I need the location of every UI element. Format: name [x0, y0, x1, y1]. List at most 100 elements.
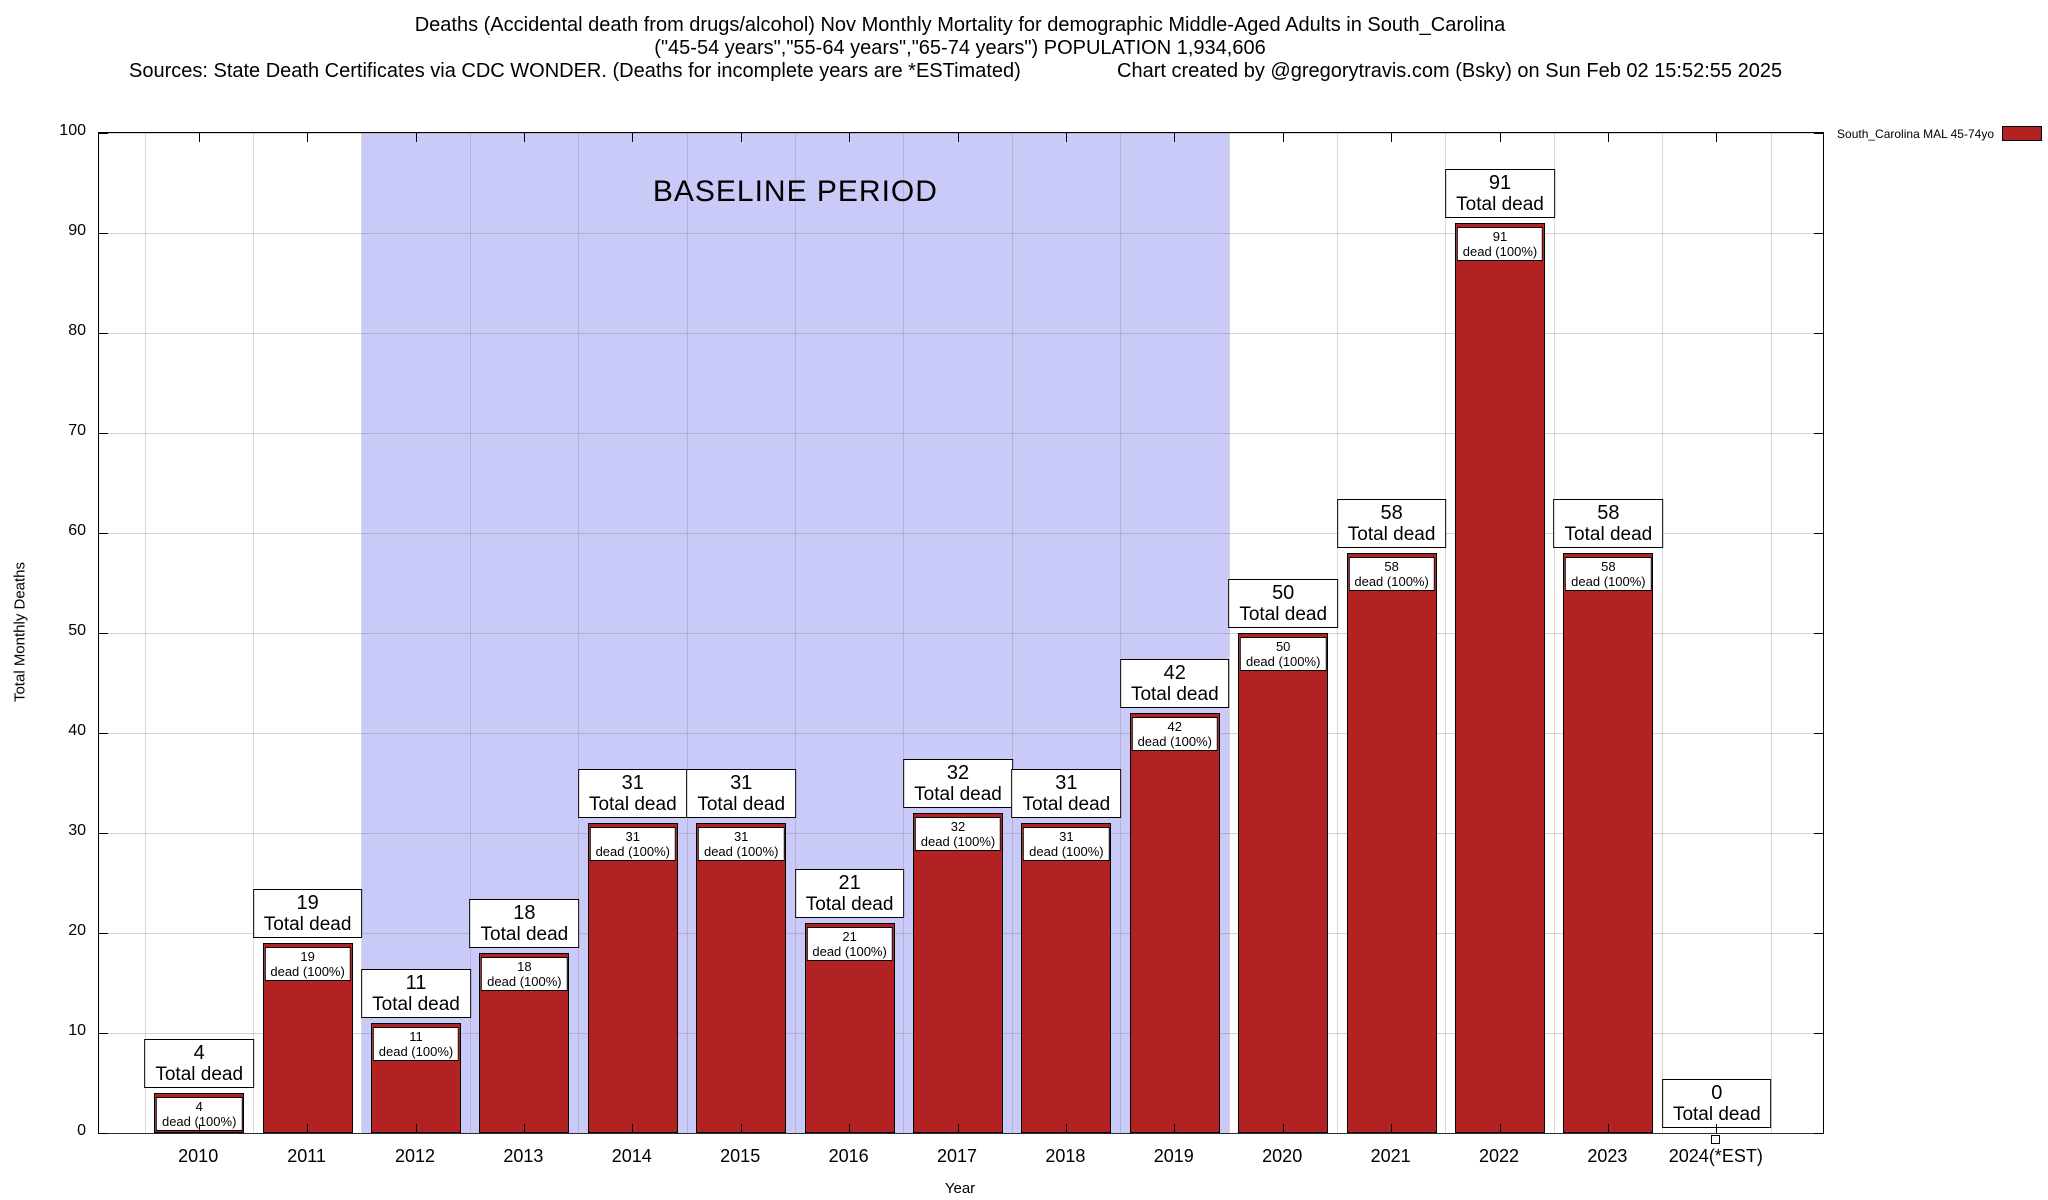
bar-count-label: 31 dead (100%) — [697, 827, 785, 861]
x-axis-tick — [957, 133, 959, 142]
grid-line-v — [1770, 133, 1772, 1133]
y-tick-label: 10 — [68, 1022, 86, 1039]
y-axis-tick — [99, 232, 108, 234]
x-axis-tick — [1282, 133, 1284, 142]
x-axis-tick — [198, 133, 200, 142]
bar-count-label: 42 dead (100%) — [1131, 717, 1219, 751]
bar — [913, 813, 1003, 1133]
x-axis-tick — [1607, 1124, 1609, 1133]
grid-line-v — [361, 133, 363, 1133]
bar-count-label: 50 dead (100%) — [1239, 637, 1327, 671]
y-axis-tick — [99, 532, 108, 534]
x-tick-label: 2010 — [178, 1146, 219, 1166]
y-tick-label: 90 — [68, 222, 86, 239]
bar-count-label: 19 dead (100%) — [264, 947, 351, 981]
y-axis-tick — [1814, 532, 1823, 534]
chart-credit: Chart created by @gregorytravis.com (Bsk… — [1117, 60, 1783, 82]
y-tick-label: 40 — [68, 722, 86, 739]
y-axis-tick — [1814, 432, 1823, 434]
bar-count-label: 18 dead (100%) — [481, 957, 568, 991]
y-axis-tick — [99, 632, 108, 634]
y-axis-tick — [99, 832, 108, 834]
x-axis-tick — [1174, 133, 1176, 142]
bar-total-label: 32 Total dead — [903, 759, 1013, 808]
bar — [696, 823, 787, 1133]
x-tick-label: 2020 — [1262, 1146, 1303, 1166]
grid-line-v — [1662, 133, 1664, 1133]
y-axis-tick — [99, 1132, 108, 1134]
grid-line-v — [686, 133, 688, 1133]
y-axis-tick — [1814, 232, 1823, 234]
bar-total-label: 11 Total dead — [361, 969, 471, 1018]
grid-line-v — [1336, 133, 1338, 1133]
chart-subtitle: ("45-54 years","55-64 years","65-74 year… — [654, 37, 1266, 59]
bar-count-label: 31 dead (100%) — [1023, 827, 1110, 861]
bar-total-label: 91 Total dead — [1445, 169, 1555, 218]
x-axis-title: Year — [944, 1180, 976, 1197]
bar — [1238, 633, 1329, 1133]
bar-total-label: 31 Total dead — [1011, 769, 1122, 818]
bar-total-label: 58 Total dead — [1336, 499, 1447, 548]
bar-total-label: 31 Total dead — [686, 769, 797, 818]
bar-count-label: 32 dead (100%) — [914, 817, 1002, 851]
y-tick-label: 30 — [68, 822, 86, 839]
bar-count-label: 58 dead (100%) — [1565, 557, 1652, 591]
y-tick-label: 70 — [68, 422, 86, 439]
y-axis-tick — [99, 1032, 108, 1034]
grid-line-h — [99, 132, 1823, 134]
x-tick-label: 2017 — [936, 1146, 978, 1166]
grid-line-v — [252, 133, 254, 1133]
x-axis-tick — [1499, 1124, 1501, 1133]
grid-line-v — [1553, 133, 1555, 1133]
bar — [1455, 223, 1545, 1133]
grid-line-h — [99, 732, 1823, 734]
x-axis-tick — [1716, 1124, 1718, 1133]
y-axis-tick — [99, 332, 108, 334]
bar-count-label: 91 dead (100%) — [1456, 227, 1544, 261]
x-axis-tick — [307, 133, 309, 142]
plot-area: BASELINE PERIOD 4 dead (100%) 4 Total dead 19… — [98, 132, 1824, 1134]
x-axis-tick — [1282, 1124, 1284, 1133]
bar-total-label: 4 Total dead — [144, 1039, 255, 1088]
x-axis-tick — [1391, 133, 1393, 142]
x-axis-tick — [1607, 133, 1609, 142]
grid-line-h — [99, 332, 1823, 334]
y-tick-label: 80 — [68, 322, 86, 339]
x-axis-tick — [957, 1124, 959, 1133]
x-axis-tick — [523, 1124, 525, 1133]
y-axis-tick — [99, 132, 108, 134]
bar-total-label: 50 Total dead — [1228, 579, 1339, 628]
y-tick-label: 60 — [68, 522, 86, 539]
grid-line-h — [99, 232, 1823, 234]
y-axis-tick — [1814, 1032, 1823, 1034]
x-tick-label: 2024(*EST) — [1668, 1146, 1763, 1166]
x-tick-label: 2018 — [1045, 1146, 1086, 1166]
baseline-label: BASELINE PERIOD — [652, 175, 938, 208]
x-tick-label: 2022 — [1478, 1146, 1520, 1166]
x-axis-tick — [307, 1124, 309, 1133]
grid-line-h — [99, 532, 1823, 534]
grid-line-v — [794, 133, 796, 1133]
bar-count-label: 58 dead (100%) — [1348, 557, 1435, 591]
y-tick-label: 0 — [77, 1122, 86, 1139]
x-axis-tick — [1716, 133, 1718, 142]
chart-title: Deaths (Accidental death from drugs/alco… — [414, 14, 1506, 36]
legend: South_Carolina MAL 45-74yo — [1837, 126, 2042, 141]
bar-total-label: 19 Total dead — [252, 889, 363, 938]
bar-total-label: 21 Total dead — [794, 869, 905, 918]
grid-line-h — [99, 632, 1823, 634]
x-axis-tick — [198, 1124, 200, 1133]
x-axis-tick — [1391, 1124, 1393, 1133]
bar — [1563, 553, 1654, 1133]
grid-line-h — [99, 432, 1823, 434]
x-axis-tick — [1174, 1124, 1176, 1133]
x-tick-label: 2012 — [394, 1146, 436, 1166]
bar-total-label: 18 Total dead — [469, 899, 580, 948]
x-axis-tick — [849, 1124, 851, 1133]
bar-count-label: 31 dead (100%) — [589, 827, 677, 861]
y-tick-label: 20 — [68, 922, 86, 939]
y-axis-tick — [1814, 632, 1823, 634]
x-tick-label: 2021 — [1370, 1146, 1411, 1166]
grid-line-v — [1120, 133, 1122, 1133]
